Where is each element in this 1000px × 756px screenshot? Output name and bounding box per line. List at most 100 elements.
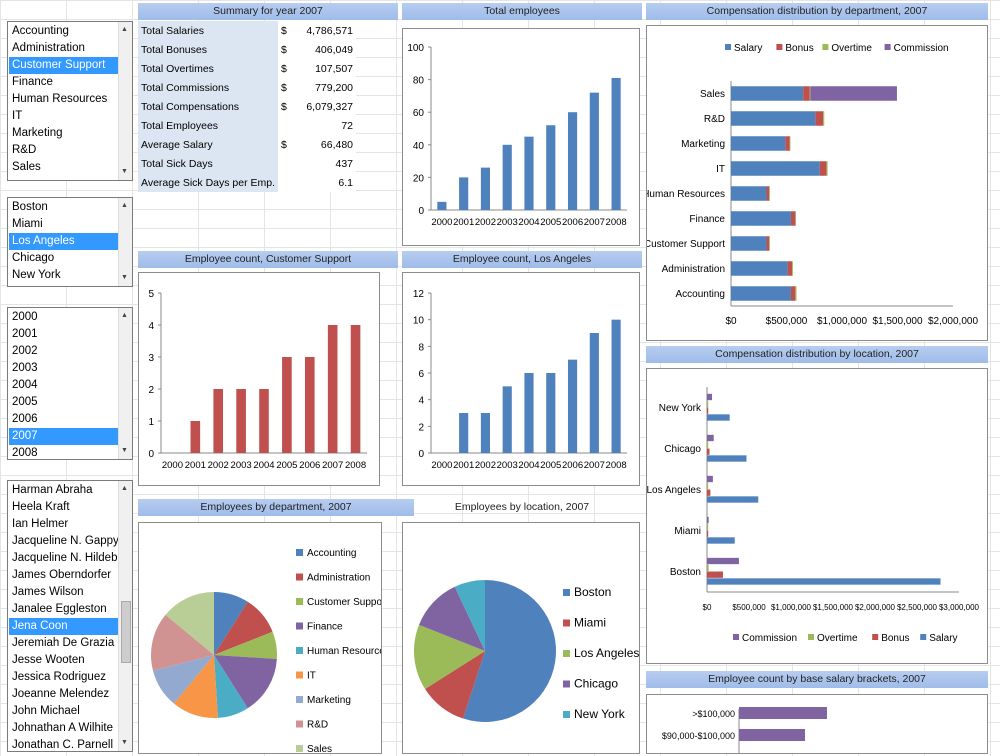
y-tick-label: 12 (413, 289, 425, 300)
listbox-option-johnathan-a-wilhite[interactable]: Johnathan A Wilhite (12, 722, 114, 734)
bar-2005 (282, 357, 292, 453)
listbox-option-it[interactable]: IT (12, 110, 23, 122)
listbox-option-jonathan-c-parnell[interactable]: Jonathan C. Parnell (12, 739, 114, 751)
listbox-option-2003[interactable]: 2003 (12, 362, 38, 374)
listbox-option-chicago[interactable]: Chicago (12, 252, 55, 264)
x-tick-label: 2001 (453, 460, 474, 471)
listbox-option-james-oberndorfer[interactable]: James Oberndorfer (12, 569, 112, 581)
scroll-up-arrow-icon[interactable]: ▲ (121, 26, 128, 33)
bar-boston-overtime (707, 564, 709, 571)
slice-r-d (151, 614, 214, 671)
listbox-option-joeanne-melendez[interactable]: Joeanne Melendez (12, 688, 110, 700)
bar-los-angeles-commission (707, 475, 713, 483)
scroll-up-arrow-icon[interactable]: ▲ (121, 485, 128, 492)
bar-new-york-salary (707, 414, 730, 421)
listbox-option-sales[interactable]: Sales (12, 161, 41, 173)
listbox-option-2002[interactable]: 2002 (12, 345, 38, 357)
category-label: R&D (704, 114, 725, 125)
listbox-option-ian-helmer[interactable]: Ian Helmer (12, 518, 69, 530)
bar-2007 (589, 333, 599, 453)
summary-label: Total Salaries (138, 21, 279, 40)
listbox-option-boston[interactable]: Boston (12, 201, 48, 213)
bar-r-d-salary (731, 111, 816, 126)
scroll-thumb[interactable] (121, 601, 131, 663)
year-listbox[interactable]: 2000 2001 2002 2003 2004 2005 2006 2007 2008 ▲ ▼ (7, 307, 133, 460)
listbox-option-2006[interactable]: 2006 (12, 413, 38, 425)
listbox-option-jacqueline-n-gappy[interactable]: Jacqueline N. Gappy (12, 535, 119, 547)
bar-sales-bonus (803, 86, 810, 101)
by-dept-svg: Accounting Administration Customer Support… (151, 548, 390, 755)
listbox-option-john-michael[interactable]: John Michael (12, 705, 80, 717)
listbox-option-administration[interactable]: Administration (12, 42, 85, 54)
listbox-option-heela-kraft[interactable]: Heela Kraft (12, 501, 70, 513)
listbox-option-janalee-eggleston[interactable]: Janalee Eggleston (12, 603, 107, 615)
scroll-down-arrow-icon[interactable]: ▼ (121, 447, 128, 454)
x-tick-label: $2,000,000 (855, 603, 896, 612)
x-tick-label: 2004 (518, 217, 539, 228)
legend-swatch-marketing (296, 696, 303, 703)
listbox-option-2007[interactable]: 2007 (9, 428, 118, 445)
listbox-option-jacqueline-n-hildebrand[interactable]: Jacqueline N. Hildebrand (12, 552, 133, 564)
listbox-option-finance[interactable]: Finance (12, 76, 53, 88)
listbox-option-james-wilson[interactable]: James Wilson (12, 586, 84, 598)
x-tick-label: $500,000 (732, 603, 766, 612)
y-tick-label: 80 (413, 76, 425, 87)
listbox-option-2004[interactable]: 2004 (12, 379, 38, 391)
x-tick-label: $0 (703, 603, 712, 612)
listbox-option-accounting[interactable]: Accounting (12, 25, 69, 37)
scroll-down-arrow-icon[interactable]: ▼ (121, 739, 128, 746)
listbox-option-marketing[interactable]: Marketing (12, 127, 63, 139)
slice-new-york (454, 580, 485, 651)
y-tick-label: 5 (148, 289, 154, 300)
bar-new-york-bonus (707, 407, 709, 414)
listbox-option-customer-support[interactable]: Customer Support (9, 57, 118, 74)
listbox-option-2001[interactable]: 2001 (12, 328, 38, 340)
listbox-option-jena-coon[interactable]: Jena Coon (9, 618, 118, 635)
summary-value: 406,049 (298, 40, 357, 59)
listbox-option-new-york[interactable]: New York (12, 269, 61, 281)
listbox-option-r-d[interactable]: R&D (12, 144, 37, 156)
listbox-option-human-resources[interactable]: Human Resources (12, 93, 108, 105)
x-tick-label: 2001 (185, 460, 206, 471)
listbox-option-los-angeles[interactable]: Los Angeles (9, 233, 118, 250)
bar-new-york-commission (707, 393, 713, 401)
slice-accounting (214, 592, 248, 655)
scroll-up-arrow-icon[interactable]: ▲ (121, 312, 128, 319)
listbox-scrollbar[interactable]: ▲ ▼ (118, 198, 132, 286)
x-tick-label: $500,000 (766, 316, 808, 327)
bar-2004 (524, 136, 534, 210)
listbox-option-jeremiah-de-grazia[interactable]: Jeremiah De Grazia (12, 637, 115, 649)
count-loc-chart: 0 2 4 6 8 10 12 2000 2001 2002 2003 2004 2005 2006 200… (402, 272, 640, 486)
listbox-items: Harman Abraha Heela Kraft Ian Helmer Jacque… (9, 482, 133, 751)
scroll-down-arrow-icon[interactable]: ▼ (121, 168, 128, 175)
summary-row: Total Bonuses $406,049 (138, 40, 357, 59)
listbox-scrollbar[interactable]: ▲ ▼ (118, 481, 132, 751)
listbox-scrollbar[interactable]: ▲ ▼ (118, 308, 132, 459)
x-tick-label: 2004 (253, 460, 274, 471)
employee-listbox[interactable]: Harman Abraha Heela Kraft Ian Helmer Jacque… (7, 480, 133, 752)
location-listbox[interactable]: Boston Miami Los Angeles Chicago New York ▲ ▼ (7, 197, 133, 287)
department-listbox[interactable]: Accounting Administration Customer Support… (7, 21, 133, 181)
listbox-option-2005[interactable]: 2005 (12, 396, 38, 408)
y-tick-label: 10 (413, 316, 425, 327)
slice-miami (425, 651, 485, 719)
summary-table: Total Salaries $4,786,571 Total Bonuses $40… (138, 21, 357, 192)
count-dept-svg: 0 1 2 3 4 5 2000 2001 2002 2003 2004 2005 2006 2007 20… (148, 289, 367, 471)
listbox-option-miami[interactable]: Miami (12, 218, 43, 230)
y-tick-label: 20 (413, 173, 425, 184)
bar-r-d-bonus (815, 111, 824, 126)
bar-marketing-salary (731, 136, 786, 151)
listbox-scrollbar[interactable]: ▲ ▼ (118, 22, 132, 180)
listbox-option-jesse-wooten[interactable]: Jesse Wooten (12, 654, 85, 666)
summary-row: Total Commissions $779,200 (138, 78, 357, 97)
summary-label: Total Commissions (138, 78, 279, 97)
scroll-up-arrow-icon[interactable]: ▲ (121, 202, 128, 209)
listbox-option-2008[interactable]: 2008 (12, 447, 38, 459)
legend-swatch-commission (884, 44, 891, 50)
listbox-option-jessica-rodriguez[interactable]: Jessica Rodriguez (12, 671, 106, 683)
listbox-option-2000[interactable]: 2000 (12, 311, 38, 323)
scroll-down-arrow-icon[interactable]: ▼ (121, 274, 128, 281)
bar-2007 (327, 325, 338, 453)
comp-dept-header: Compensation distribution by department,… (646, 3, 988, 20)
listbox-option-harman-abraha[interactable]: Harman Abraha (12, 484, 93, 496)
